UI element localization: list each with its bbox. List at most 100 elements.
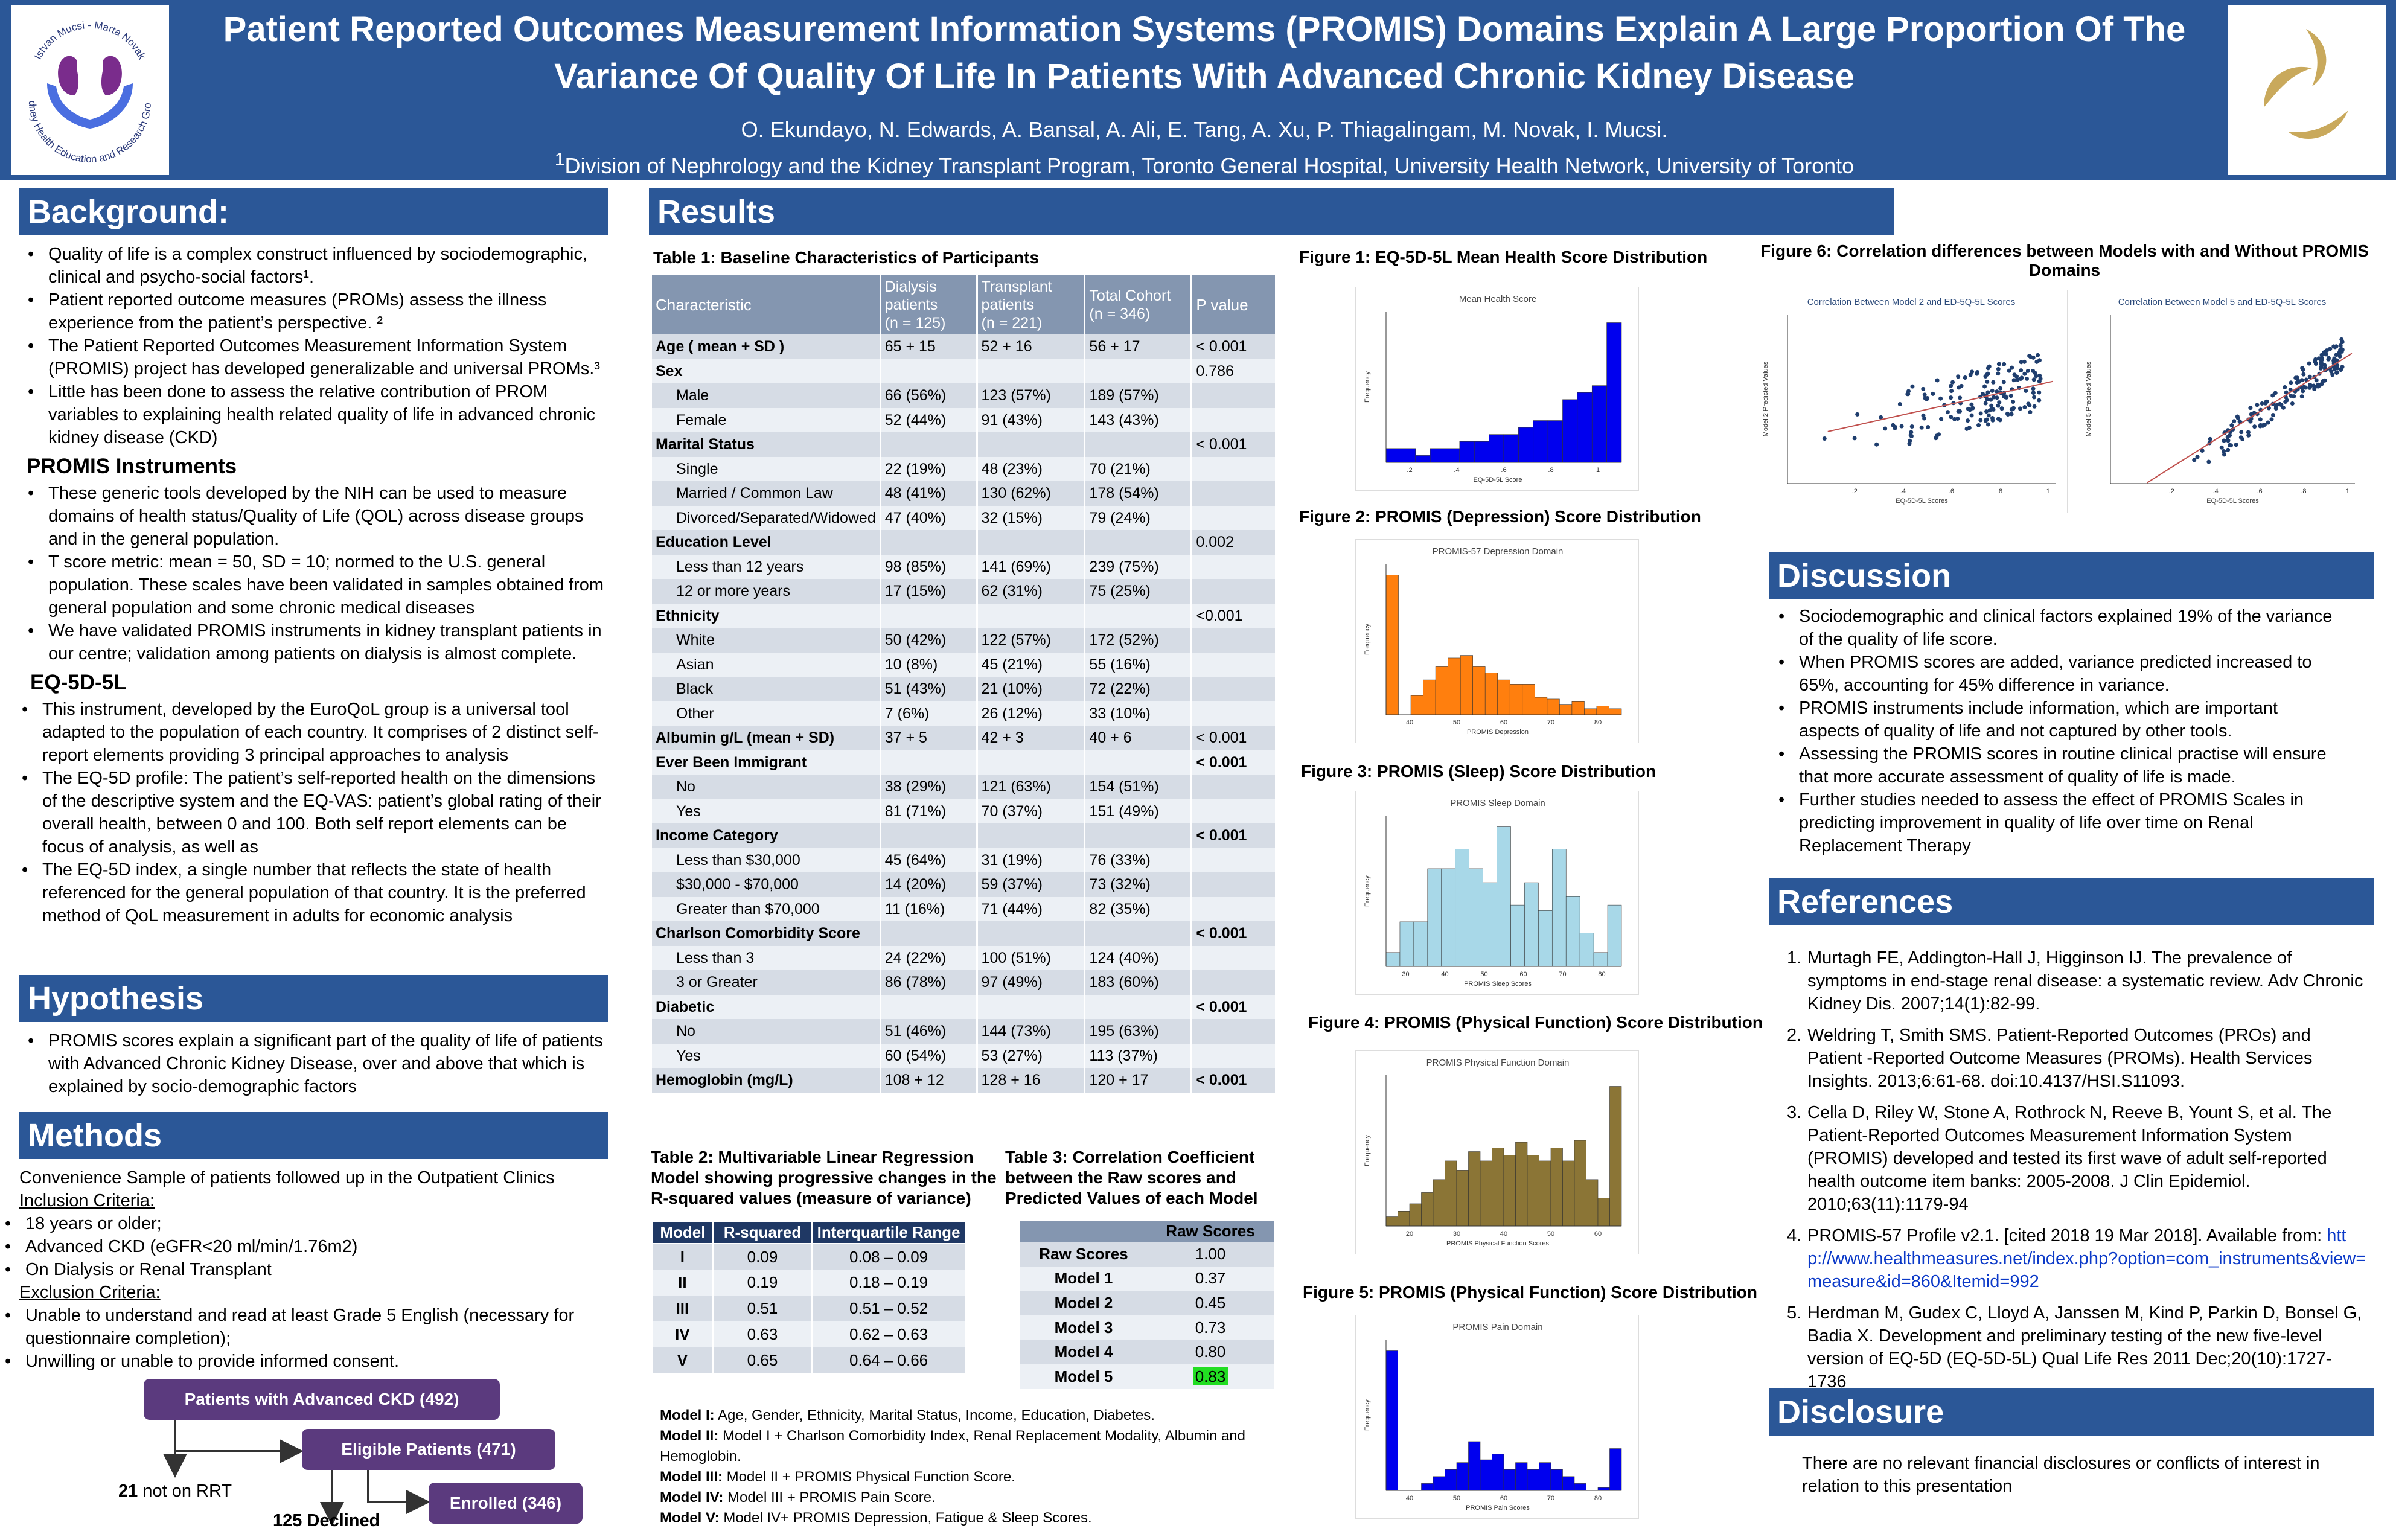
table-row: Less than 3 24 (22%) 100 (51%) 124 (40%) (652, 945, 1277, 970)
table1-cell: 86 (78%) (880, 970, 978, 995)
scatter-point (2234, 443, 2238, 447)
author-block: O. Ekundayo, N. Edwards, A. Bansal, A. A… (181, 115, 2228, 181)
table1-cell: 120 + 17 (1084, 1068, 1193, 1093)
table-row: No 38 (29%) 121 (63%) 154 (51%) (652, 775, 1277, 799)
table1-cell (977, 994, 1086, 1019)
scatter-point (2293, 375, 2298, 380)
histogram-bar (1415, 455, 1431, 463)
inclusion-item: On Dialysis or Renal Transplant (1, 1258, 608, 1281)
y-axis-label: Frequency (1364, 1135, 1371, 1166)
table1-cell (1191, 554, 1277, 579)
scatter-point (2340, 347, 2345, 352)
scatter-point (1922, 392, 1927, 397)
scatter-point (1967, 407, 1972, 412)
scatter-point (2011, 400, 2016, 404)
scatter-point (1931, 391, 1935, 396)
hypothesis-bullet: PROMIS scores explain a significant part… (24, 1029, 613, 1098)
scatter-point (2034, 374, 2039, 379)
scatter-point (1883, 426, 1888, 431)
table1-cell: 50 (42%) (880, 628, 978, 653)
scatter-point (2273, 391, 2278, 395)
histogram-title: PROMIS Physical Function Domain (1426, 1058, 1570, 1068)
x-tick-label: .6 (1949, 488, 1954, 495)
table1-cell: 123 (57%) (977, 383, 1086, 408)
table2-cell: 0.63 (712, 1321, 813, 1347)
table-row: Diabetic < 0.001 (652, 994, 1277, 1019)
scatter-point (1989, 403, 1994, 408)
histogram-bar (1445, 1469, 1457, 1491)
scatter-point (1991, 380, 1996, 385)
histogram-bar (1421, 1192, 1434, 1227)
table1-cell (880, 530, 978, 555)
table-row: Other 7 (6%) 26 (12%) 33 (10%) (652, 701, 1277, 726)
table1-cell: 172 (52%) (1084, 628, 1193, 653)
table3-cell: 1.00 (1147, 1242, 1274, 1267)
table1-cell: Education Level (652, 530, 881, 555)
scatter-point (2300, 386, 2305, 391)
histogram-bar (1550, 1148, 1563, 1227)
scatter-point (1822, 436, 1827, 441)
scatter-point (2022, 404, 2027, 409)
scatter-point (2225, 435, 2230, 439)
histogram-bar (1571, 701, 1585, 715)
table1-cell: Divorced/Separated/Widowed (652, 505, 881, 530)
scatter-title: Correlation Between Model 5 and ED-5Q-5L… (2118, 297, 2327, 307)
table1-cell: Yes (652, 1043, 881, 1068)
table-row: I 0.09 0.08 – 0.09 (653, 1244, 966, 1270)
scatter-point (2307, 382, 2312, 387)
histogram-bar (1399, 921, 1414, 967)
table1-body: Age ( mean + SD ) 65 + 15 52 + 16 56 + 17 < … (652, 334, 1277, 1093)
scatter-point (2004, 395, 2009, 400)
x-axis-label: PROMIS Pain Scores (1466, 1504, 1530, 1512)
flow-not-on-rrt-text: not on RRT (138, 1481, 232, 1501)
reference-number: 3. (1787, 1103, 1802, 1122)
histogram-bar (1430, 448, 1445, 463)
table3-cell: Model 2 (1020, 1291, 1147, 1315)
table1-cell: $30,000 - $70,000 (652, 872, 881, 897)
table1-cell: 3 or Greater (652, 970, 881, 995)
table1-cell: 91 (43%) (977, 407, 1086, 432)
histogram-bar (1421, 1483, 1434, 1491)
fit-line (1827, 380, 2054, 432)
scatter-point (2031, 386, 2036, 391)
scatter-point (1945, 410, 1950, 415)
table1-cell: 97 (49%) (977, 970, 1086, 995)
x-tick-label: .8 (1997, 488, 2002, 495)
x-tick-label: 1 (2046, 488, 2050, 495)
table1-cell: Yes (652, 799, 881, 823)
reference-link[interactable]: http://www.healthmeasures.net/index.php?… (1807, 1226, 2366, 1291)
table1-cell: 65 + 15 (880, 334, 978, 359)
x-tick-label: 80 (1594, 1495, 1602, 1502)
scatter-point (2332, 367, 2337, 372)
table1-cell: 81 (71%) (880, 799, 978, 823)
table2-cell: 0.65 (712, 1347, 813, 1373)
x-tick-label: 50 (1480, 971, 1487, 978)
scatter-point (1893, 426, 1897, 430)
scatter-point (1926, 425, 1931, 430)
reference-item: 5. Herdman M, Gudex C, Lloyd A, Janssen M… (1787, 1302, 2366, 1393)
x-tick-label: 60 (1500, 719, 1507, 726)
table-row: 3 or Greater 86 (78%) 97 (49%) 183 (60%) (652, 970, 1277, 995)
table1-cell (1084, 921, 1193, 946)
scatter-point (2295, 380, 2299, 385)
table-row: Female 52 (44%) 91 (43%) 143 (43%) (652, 407, 1277, 432)
scatter-point (2336, 351, 2341, 356)
scatter-point (1949, 389, 1954, 394)
table1-cell (880, 359, 978, 383)
x-tick-label: 40 (1406, 719, 1413, 726)
x-tick-label: .2 (2169, 488, 2174, 495)
histogram-bar (1606, 322, 1622, 463)
scatter-point (2249, 412, 2254, 417)
histogram-bar (1574, 1483, 1586, 1491)
kidney-research-group-logo: Istvan Mucsi - Marta Novak Kidney Health… (7, 0, 169, 175)
table1-cell: 45 (21%) (977, 652, 1086, 677)
table2-cell: III (653, 1296, 714, 1321)
histogram-bar (1535, 697, 1548, 715)
table1-cell (1191, 1019, 1277, 1044)
table1-cell: <0.001 (1191, 603, 1277, 628)
table-row: 12 or more years 17 (15%) 62 (31%) 75 (25%) (652, 579, 1277, 604)
scatter-point (1934, 435, 1939, 440)
scatter-point (1966, 418, 1970, 423)
table1-cell (880, 994, 978, 1019)
inclusion-item: Advanced CKD (eGFR<20 ml/min/1.76m2) (1, 1235, 608, 1258)
